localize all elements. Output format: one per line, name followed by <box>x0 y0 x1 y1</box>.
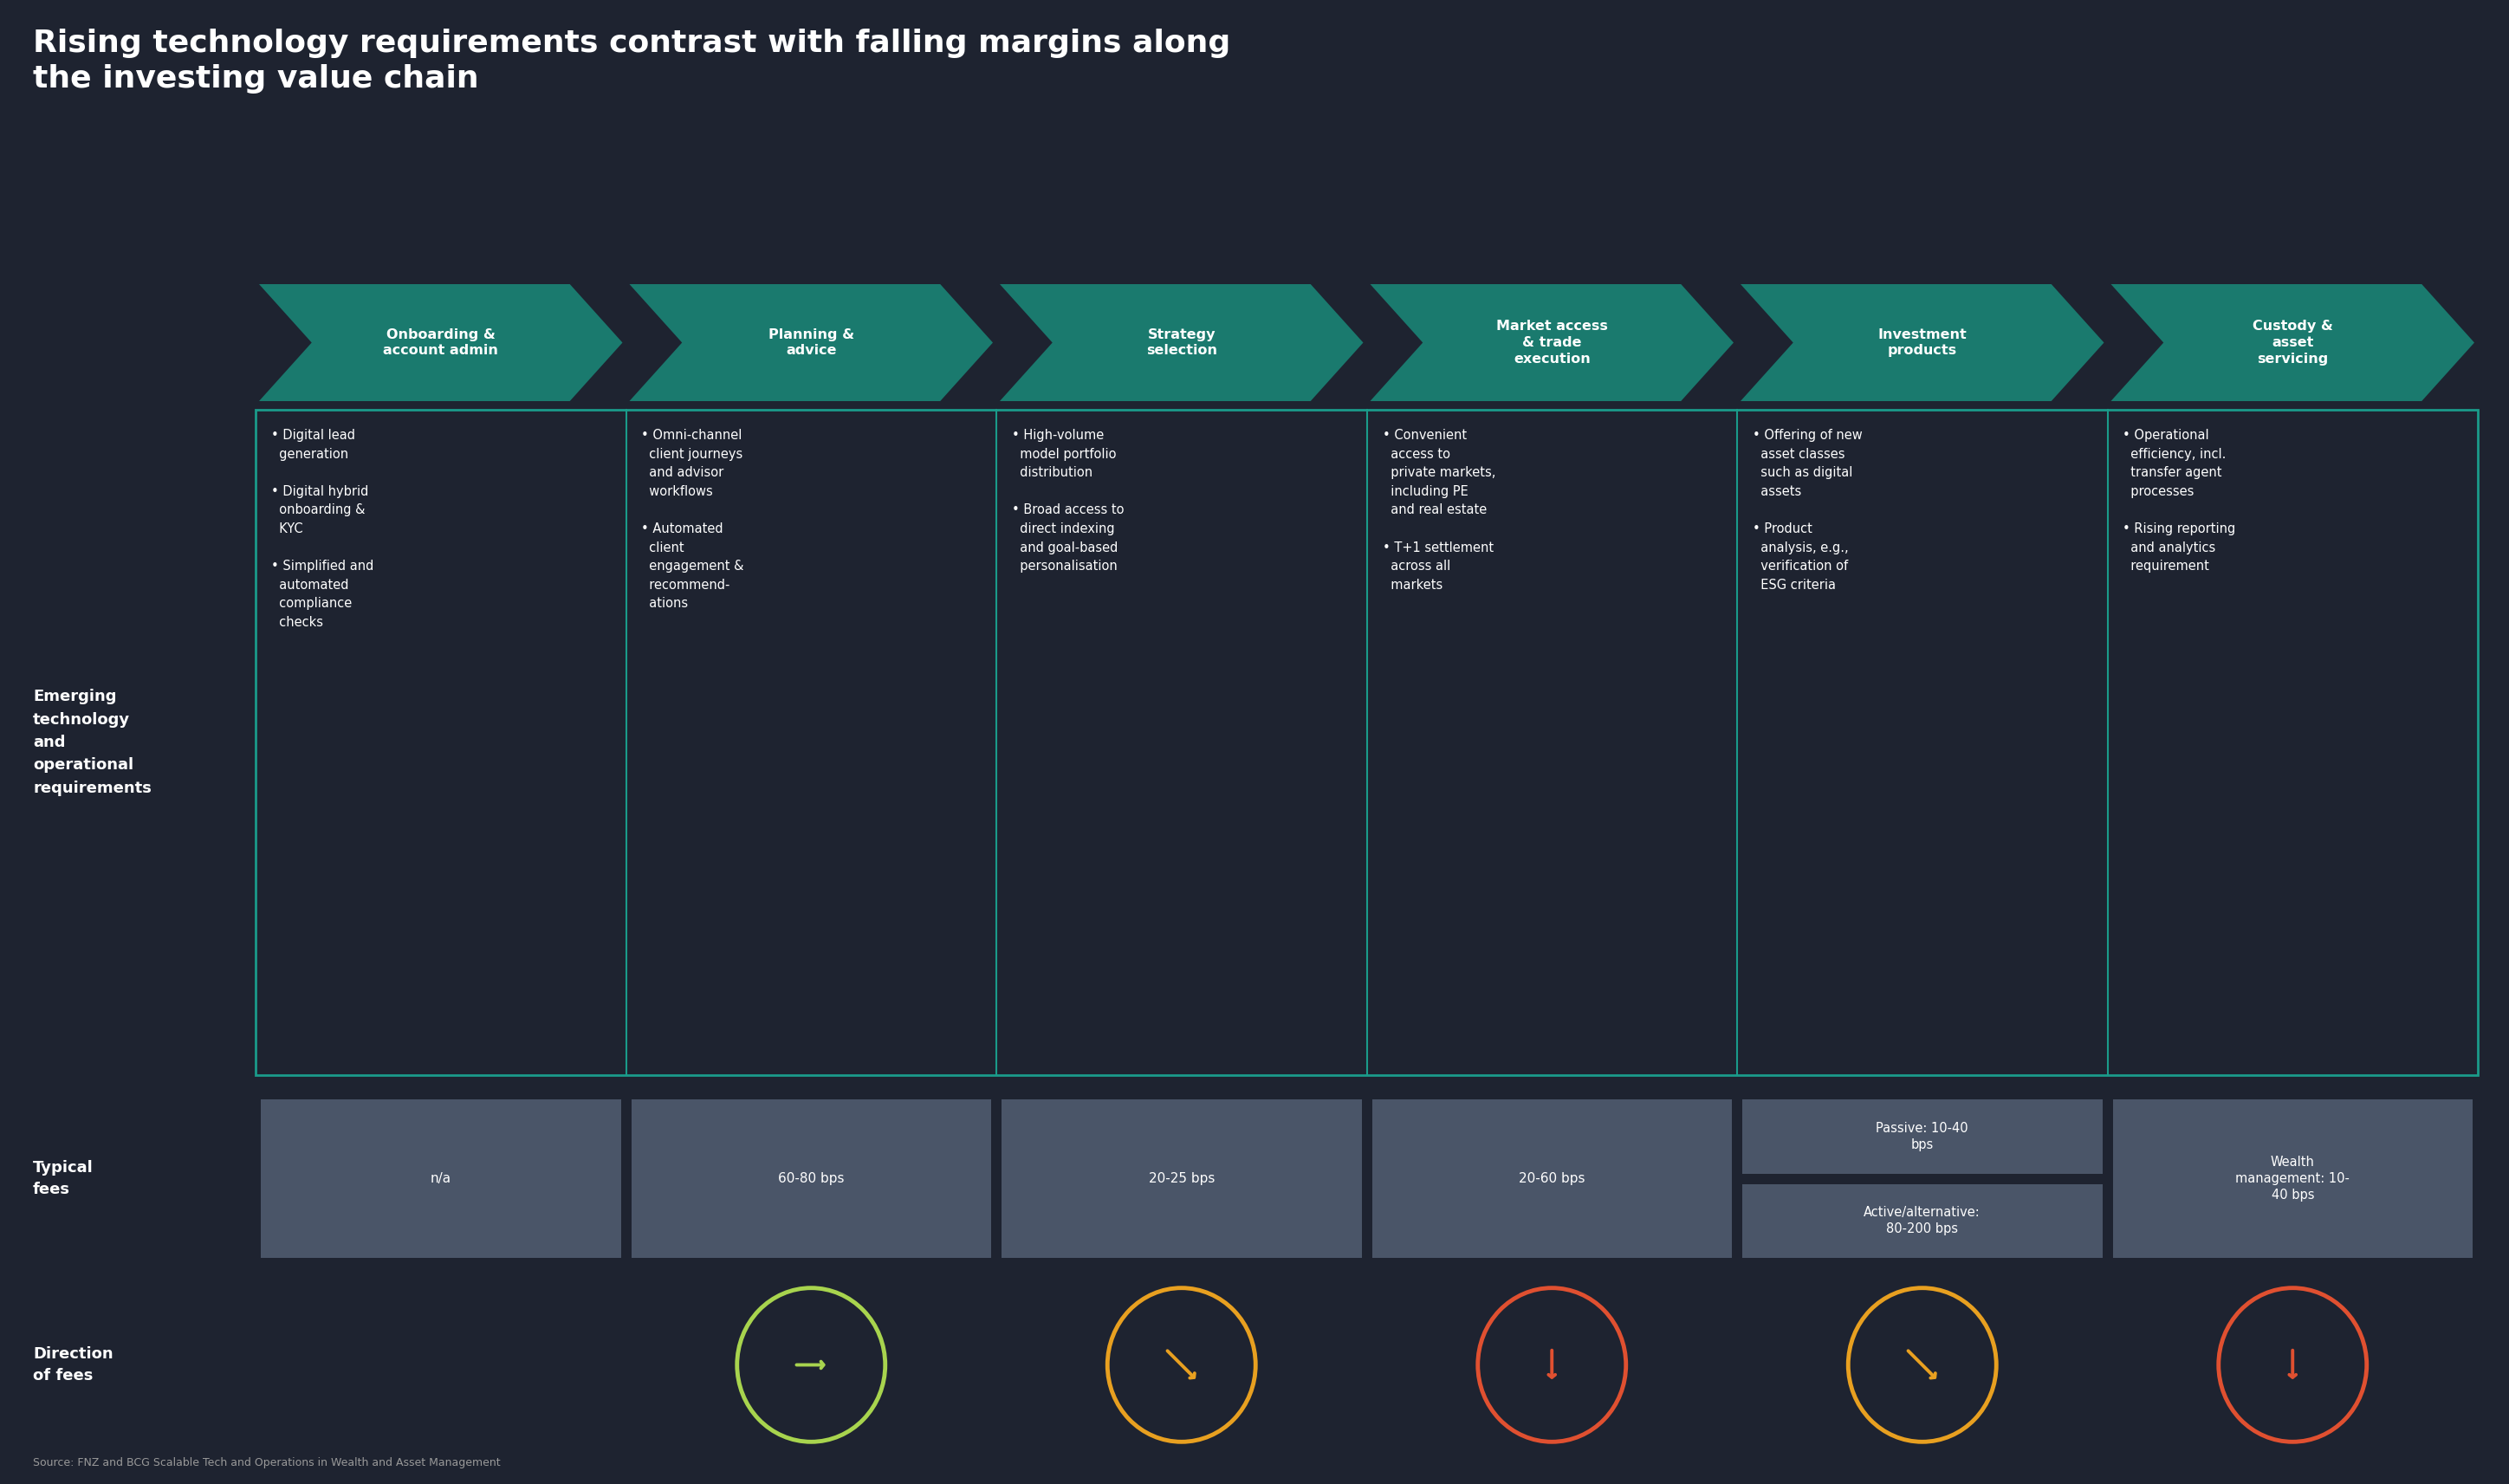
Polygon shape <box>1370 283 1734 401</box>
FancyBboxPatch shape <box>2113 1100 2471 1258</box>
Polygon shape <box>258 283 622 401</box>
Text: Active/alternative:
80-200 bps: Active/alternative: 80-200 bps <box>1864 1206 1980 1236</box>
Text: Custody &
asset
servicing: Custody & asset servicing <box>2253 321 2333 365</box>
FancyBboxPatch shape <box>261 1100 620 1258</box>
Text: Strategy
selection: Strategy selection <box>1147 328 1217 358</box>
Text: Typical
fees: Typical fees <box>33 1160 93 1198</box>
Text: Direction
of fees: Direction of fees <box>33 1346 113 1383</box>
Text: Source: FNZ and BCG Scalable Tech and Operations in Wealth and Asset Management: Source: FNZ and BCG Scalable Tech and Op… <box>33 1457 499 1468</box>
Text: Rising technology requirements contrast with falling margins along
the investing: Rising technology requirements contrast … <box>33 28 1229 93</box>
FancyBboxPatch shape <box>1741 1100 2103 1174</box>
Polygon shape <box>999 283 1362 401</box>
Polygon shape <box>630 283 994 401</box>
Text: 20-25 bps: 20-25 bps <box>1149 1172 1214 1186</box>
FancyBboxPatch shape <box>1741 1184 2103 1258</box>
Text: • High-volume
  model portfolio
  distribution

• Broad access to
  direct index: • High-volume model portfolio distributi… <box>1011 429 1124 573</box>
Text: 60-80 bps: 60-80 bps <box>778 1172 843 1186</box>
FancyBboxPatch shape <box>632 1100 991 1258</box>
Polygon shape <box>2110 283 2474 401</box>
Polygon shape <box>1741 283 2105 401</box>
Text: Onboarding &
account admin: Onboarding & account admin <box>384 328 499 358</box>
Text: Passive: 10-40
bps: Passive: 10-40 bps <box>1877 1122 1970 1152</box>
Text: Planning &
advice: Planning & advice <box>768 328 853 358</box>
Text: n/a: n/a <box>432 1172 452 1186</box>
Text: Wealth
management: 10-
40 bps: Wealth management: 10- 40 bps <box>2236 1156 2351 1202</box>
Text: Market access
& trade
execution: Market access & trade execution <box>1495 321 1608 365</box>
Text: • Convenient
  access to
  private markets,
  including PE
  and real estate

• : • Convenient access to private markets, … <box>1382 429 1495 592</box>
Text: • Digital lead
  generation

• Digital hybrid
  onboarding &
  KYC

• Simplified: • Digital lead generation • Digital hybr… <box>271 429 374 629</box>
Text: Investment
products: Investment products <box>1877 328 1967 358</box>
Text: • Operational
  efficiency, incl.
  transfer agent
  processes

• Rising reporti: • Operational efficiency, incl. transfer… <box>2123 429 2236 573</box>
Text: Emerging
technology
and
operational
requirements: Emerging technology and operational requ… <box>33 689 151 795</box>
Text: • Omni-channel
  client journeys
  and advisor
  workflows

• Automated
  client: • Omni-channel client journeys and advis… <box>642 429 745 610</box>
Text: • Offering of new
  asset classes
  such as digital
  assets

• Product
  analys: • Offering of new asset classes such as … <box>1754 429 1862 592</box>
FancyBboxPatch shape <box>1001 1100 1362 1258</box>
FancyBboxPatch shape <box>1372 1100 1731 1258</box>
Text: 20-60 bps: 20-60 bps <box>1518 1172 1586 1186</box>
